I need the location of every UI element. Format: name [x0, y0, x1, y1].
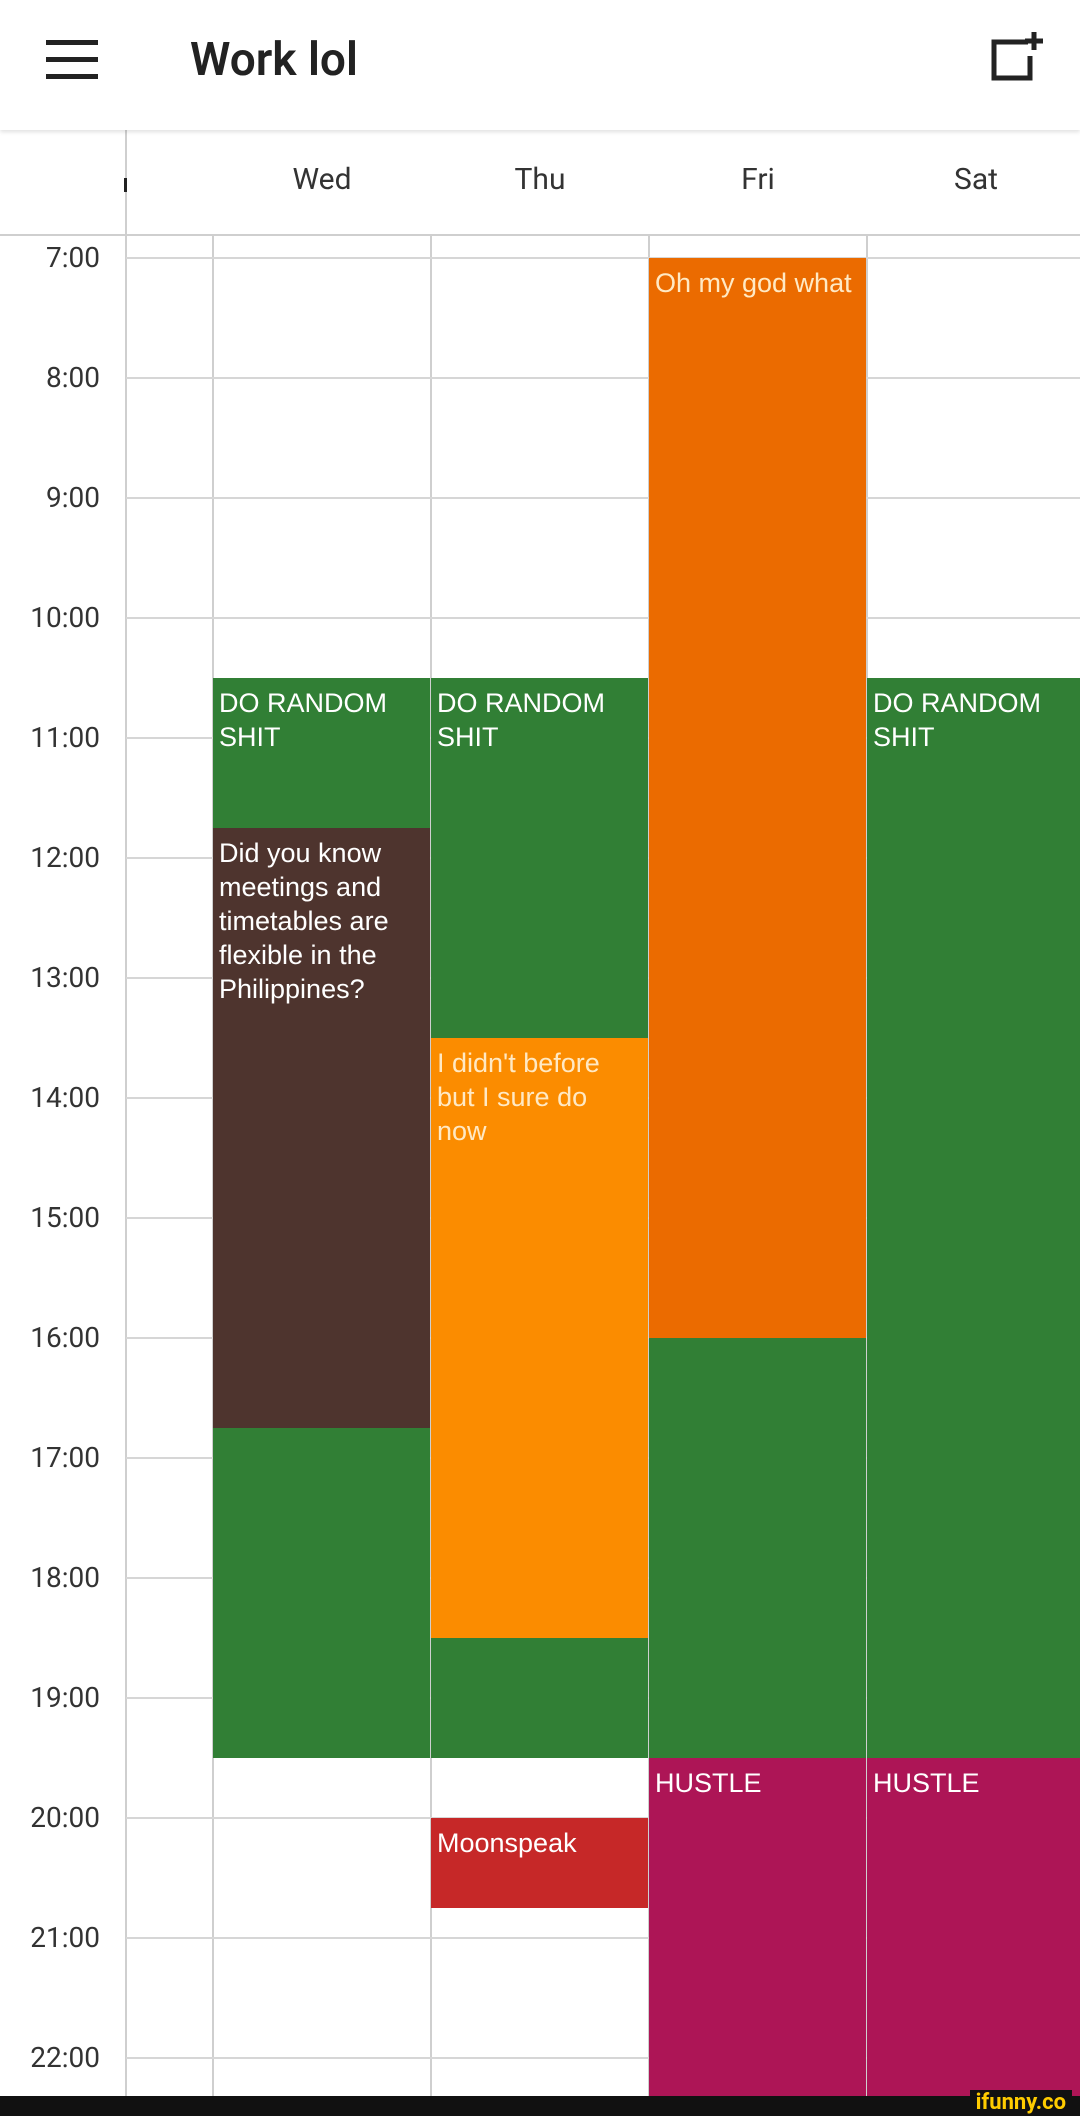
event-block[interactable]: DO RANDOM SHIT	[867, 678, 1080, 1758]
time-label: 9:00	[46, 481, 100, 514]
timetable-grid[interactable]: 7:00 8:00 9:00 10:00 11:00 12:00 13:00 14:00 15:…	[0, 236, 1080, 2096]
time-label: 12:00	[30, 841, 100, 874]
time-label: 21:00	[30, 1921, 100, 1954]
hour-gridline	[126, 257, 1080, 259]
event-block[interactable]: HUSTLE	[867, 1758, 1080, 2096]
time-label: 22:00	[30, 2041, 100, 2074]
watermark: ifunny.co	[969, 2090, 1072, 2116]
footer-bar	[0, 2096, 1080, 2116]
event-block[interactable]: HUSTLE	[649, 1758, 866, 2096]
event-block[interactable]: Oh my god what	[649, 258, 866, 1338]
time-label: 16:00	[30, 1321, 100, 1354]
time-label: 10:00	[30, 601, 100, 634]
add-event-icon[interactable]	[990, 30, 1044, 84]
time-label: 13:00	[30, 961, 100, 994]
day-label-wed[interactable]: Wed	[292, 162, 352, 197]
hour-gridline	[126, 1937, 1080, 1939]
hour-gridline	[126, 2057, 1080, 2059]
hour-gridline	[126, 377, 1080, 379]
partial-column-mark	[124, 178, 127, 192]
time-label: 15:00	[30, 1201, 100, 1234]
time-label: 7:00	[46, 241, 100, 274]
time-label: 14:00	[30, 1081, 100, 1114]
time-label: 8:00	[46, 361, 100, 394]
event-block[interactable]: Moonspeak	[431, 1818, 648, 1908]
time-label: 20:00	[30, 1801, 100, 1834]
day-label-sat[interactable]: Sat	[954, 162, 998, 197]
column-divider	[125, 236, 127, 2096]
hour-gridline	[126, 617, 1080, 619]
hour-gridline	[126, 497, 1080, 499]
menu-icon[interactable]	[46, 40, 98, 80]
event-block[interactable]: Did you know meetings and timetables are…	[213, 828, 430, 1428]
time-label: 17:00	[30, 1441, 100, 1474]
day-label-thu[interactable]: Thu	[514, 162, 566, 197]
event-block[interactable]: I didn't before but I sure do now	[431, 1038, 648, 1638]
day-header: Wed Thu Fri Sat	[0, 130, 1080, 236]
app-bar: Work lol	[0, 0, 1080, 130]
page-title: Work lol	[190, 33, 358, 87]
time-label: 19:00	[30, 1681, 100, 1714]
time-label: 11:00	[30, 721, 100, 754]
day-label-fri[interactable]: Fri	[741, 162, 775, 197]
time-label: 18:00	[30, 1561, 100, 1594]
